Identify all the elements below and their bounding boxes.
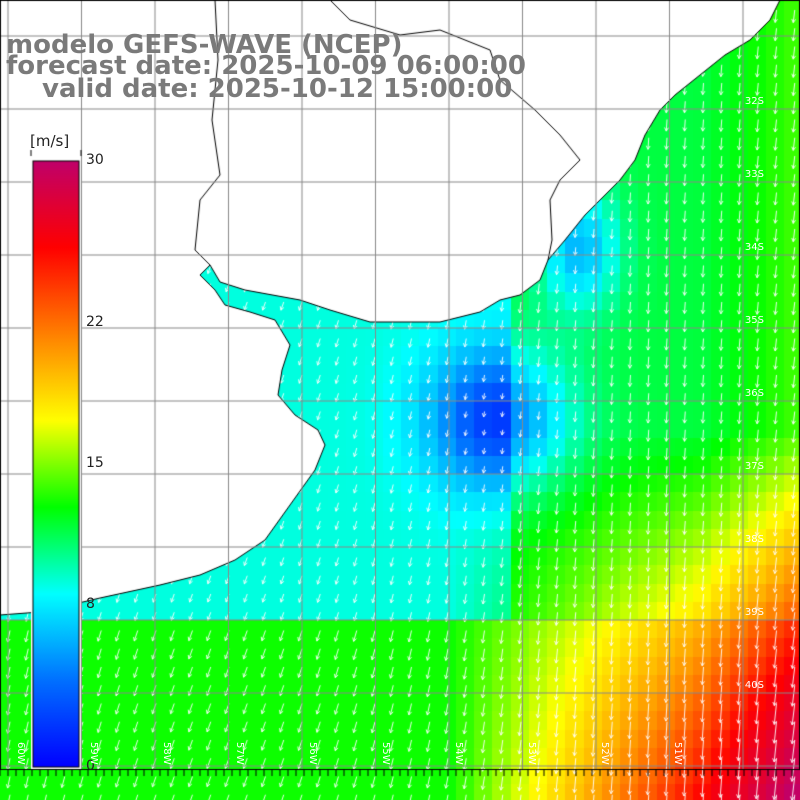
latitude-label: 37S [744, 461, 764, 472]
colorbar-tick-label: 30 [86, 152, 104, 168]
longitude-label: 52W [599, 742, 610, 765]
colorbar-tick-label: 8 [86, 596, 95, 613]
latitude-label: 34S [744, 242, 764, 253]
longitude-label: 59W [88, 742, 99, 765]
longitude-label: 56W [307, 742, 318, 765]
latitude-label: 36S [744, 388, 764, 399]
longitude-label: 54W [453, 742, 464, 765]
colorbar-unit-label: [m/s] [30, 132, 70, 150]
longitude-label: 57W [234, 742, 245, 765]
model-title: modelo GEFS-WAVE (NCEP) [6, 30, 403, 60]
colorbar-tick-label: 15 [86, 455, 104, 471]
colorbar-tick-label: 0 [86, 758, 95, 774]
longitude-label: 58W [161, 742, 172, 765]
longitude-label: 53W [526, 742, 537, 765]
longitude-label: 60W [15, 742, 26, 765]
latitude-label: 39S [744, 607, 764, 618]
latitude-label: 32S [744, 96, 764, 107]
latitude-label: 40S [744, 680, 764, 691]
longitude-label: 55W [380, 742, 391, 765]
latitude-label: 38S [744, 534, 764, 545]
latitude-label: 35S [744, 315, 764, 326]
latitude-label: 33S [744, 169, 764, 180]
longitude-label: 51W [672, 742, 683, 765]
valid-date: valid date: 2025-10-12 15:00:00 [42, 74, 513, 104]
forecast-date: forecast date: 2025-10-09 06:00:00 [6, 51, 526, 81]
colorbar-tick-label: 22 [86, 313, 104, 330]
